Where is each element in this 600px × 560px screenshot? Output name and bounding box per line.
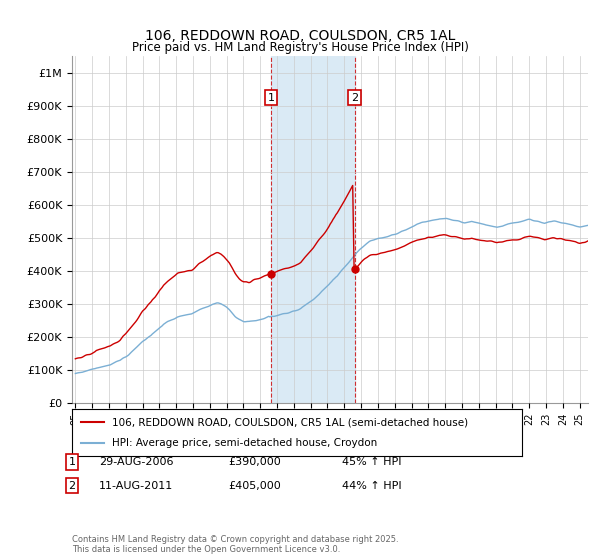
- Text: Contains HM Land Registry data © Crown copyright and database right 2025.
This d: Contains HM Land Registry data © Crown c…: [72, 535, 398, 554]
- Text: 106, REDDOWN ROAD, COULSDON, CR5 1AL: 106, REDDOWN ROAD, COULSDON, CR5 1AL: [145, 29, 455, 44]
- Text: HPI: Average price, semi-detached house, Croydon: HPI: Average price, semi-detached house,…: [113, 438, 378, 448]
- Text: 1: 1: [268, 92, 275, 102]
- Bar: [271, 56, 355, 403]
- Text: 45% ↑ HPI: 45% ↑ HPI: [342, 457, 401, 467]
- Text: 44% ↑ HPI: 44% ↑ HPI: [342, 480, 401, 491]
- Text: Price paid vs. HM Land Registry's House Price Index (HPI): Price paid vs. HM Land Registry's House …: [131, 41, 469, 54]
- Text: 1: 1: [68, 457, 76, 467]
- Text: £390,000: £390,000: [228, 457, 281, 467]
- Text: 29-AUG-2006: 29-AUG-2006: [99, 457, 173, 467]
- Text: £405,000: £405,000: [228, 480, 281, 491]
- Text: 2: 2: [351, 92, 358, 102]
- Text: 2: 2: [68, 480, 76, 491]
- Text: 106, REDDOWN ROAD, COULSDON, CR5 1AL (semi-detached house): 106, REDDOWN ROAD, COULSDON, CR5 1AL (se…: [113, 417, 469, 427]
- Text: 11-AUG-2011: 11-AUG-2011: [99, 480, 173, 491]
